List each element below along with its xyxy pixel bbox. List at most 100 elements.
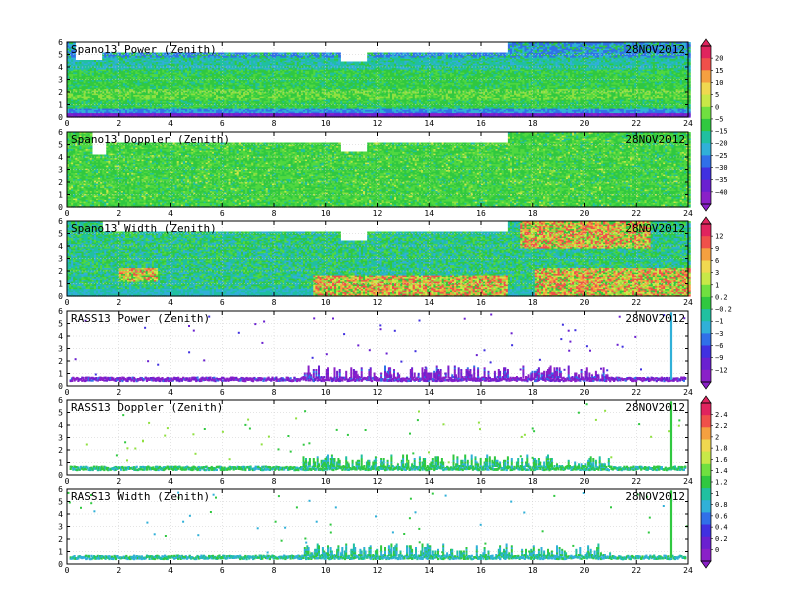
- heatmap-cell-0: [91, 84, 95, 87]
- heatmap-cell-0: [131, 111, 134, 114]
- heatmap-cell-0: [69, 75, 72, 78]
- heatmap-cell-0: [147, 96, 151, 99]
- heatmap-cell-0: [79, 109, 83, 112]
- heatmap-cell-0: [69, 43, 72, 46]
- heatmap-cell-0: [149, 109, 153, 112]
- heatmap-cell-0: [145, 60, 149, 63]
- heatmap-cell-0: [100, 79, 103, 82]
- heatmap-cell-0: [141, 81, 145, 84]
- heatmap-cell-0: [71, 90, 74, 93]
- heatmap-cell-0: [143, 114, 147, 117]
- heatmap-cell-0: [120, 112, 124, 115]
- heatmap-cell-0: [91, 78, 95, 81]
- heatmap-cell-0: [85, 91, 89, 94]
- heatmap-cell-0: [151, 52, 155, 55]
- heatmap-cell-0: [89, 82, 93, 85]
- heatmap-cell-0: [77, 90, 80, 93]
- heatmap-cell-0: [110, 105, 114, 108]
- heatmap-cell-0: [110, 70, 114, 73]
- heatmap-cell-0: [106, 75, 109, 78]
- heatmap-cell-0: [147, 88, 151, 91]
- heatmap-cell-0: [67, 106, 70, 109]
- heatmap-cell-0: [125, 103, 128, 106]
- heatmap-cell-0: [85, 94, 89, 97]
- heatmap-cell-0: [93, 96, 97, 99]
- heatmap-cell-0: [153, 54, 157, 57]
- heatmap-cell-0: [141, 61, 145, 64]
- heatmap-cell-0: [131, 94, 134, 97]
- heatmap-cell-0: [151, 66, 155, 69]
- heatmap-cell-0: [127, 111, 130, 114]
- heatmap-cell-0: [108, 91, 112, 94]
- heatmap-cell-0: [73, 61, 76, 64]
- heatmap-cell-0: [67, 73, 70, 76]
- heatmap-cell-0: [93, 87, 97, 90]
- heatmap-cell-0: [145, 96, 149, 99]
- heatmap-cell-0: [116, 70, 120, 73]
- heatmap-cell-0: [69, 63, 72, 66]
- heatmap-cell-0: [135, 85, 138, 88]
- heatmap-cell-0: [69, 67, 72, 70]
- heatmap-cell-0: [160, 78, 163, 81]
- heatmap-cell-0: [71, 75, 74, 78]
- heatmap-cell-0: [91, 91, 95, 94]
- heatmap-cell-0: [147, 57, 151, 60]
- heatmap-cell-0: [156, 111, 159, 114]
- heatmap-cell-0: [67, 87, 70, 90]
- heatmap-cell-0: [108, 99, 112, 102]
- heatmap-cell-0: [133, 72, 136, 75]
- heatmap-cell-0: [71, 100, 74, 103]
- heatmap-cell-0: [77, 85, 80, 88]
- heatmap-cell-0: [116, 85, 120, 88]
- heatmap-cell-0: [118, 72, 122, 75]
- heatmap-cell-0: [79, 99, 83, 102]
- heatmap-cell-0: [116, 63, 120, 66]
- heatmap-cell-0: [83, 85, 87, 88]
- heatmap-cell-0: [77, 111, 80, 114]
- heatmap-cell-0: [106, 67, 109, 70]
- heatmap-cell-0: [98, 112, 101, 115]
- heatmap-cell-0: [77, 61, 80, 64]
- heatmap-cell-0: [153, 114, 157, 117]
- heatmap-cell-0: [106, 90, 109, 93]
- heatmap-cell-0: [77, 81, 80, 84]
- heatmap-cell-0: [125, 55, 128, 58]
- heatmap-cell-0: [156, 82, 159, 85]
- heatmap-cell-0: [139, 81, 143, 84]
- heatmap-cell-0: [139, 60, 143, 63]
- heatmap-cell-0: [141, 54, 145, 57]
- heatmap-cell-0: [104, 78, 107, 81]
- heatmap-cell-0: [139, 91, 143, 94]
- heatmap-cell-0: [114, 54, 118, 57]
- heatmap-cell-0: [89, 111, 93, 114]
- heatmap-cell-0: [151, 112, 155, 115]
- heatmap-cell-0: [137, 111, 141, 114]
- heatmap-cell-0: [137, 76, 141, 79]
- heatmap-cell-0: [91, 66, 95, 69]
- heatmap-cell-0: [127, 105, 130, 108]
- heatmap-cell-0: [87, 73, 91, 76]
- heatmap-cell-0: [89, 79, 93, 82]
- heatmap-cell-0: [73, 66, 76, 69]
- heatmap-cell-0: [133, 99, 136, 102]
- heatmap-cell-0: [151, 73, 155, 76]
- heatmap-cell-0: [108, 75, 112, 78]
- heatmap-cell-0: [108, 55, 112, 58]
- heatmap-cell-0: [149, 88, 153, 91]
- heatmap-cell-0: [133, 78, 136, 81]
- heatmap-cell-0: [69, 42, 72, 45]
- heatmap-cell-0: [104, 111, 107, 114]
- heatmap-cell-0: [91, 108, 95, 111]
- heatmap-cell-0: [158, 114, 161, 117]
- heatmap-cell-0: [141, 109, 145, 112]
- heatmap-cell-0: [71, 87, 74, 90]
- heatmap-cell-0: [147, 84, 151, 87]
- heatmap-cell-0: [89, 100, 93, 103]
- heatmap-cell-0: [160, 66, 163, 69]
- heatmap-cell-0: [106, 85, 109, 88]
- heatmap-cell-0: [73, 93, 76, 96]
- heatmap-cell-0: [110, 81, 114, 84]
- heatmap-cell-0: [147, 82, 151, 85]
- heatmap-cell-0: [112, 88, 116, 91]
- heatmap-cell-0: [89, 94, 93, 97]
